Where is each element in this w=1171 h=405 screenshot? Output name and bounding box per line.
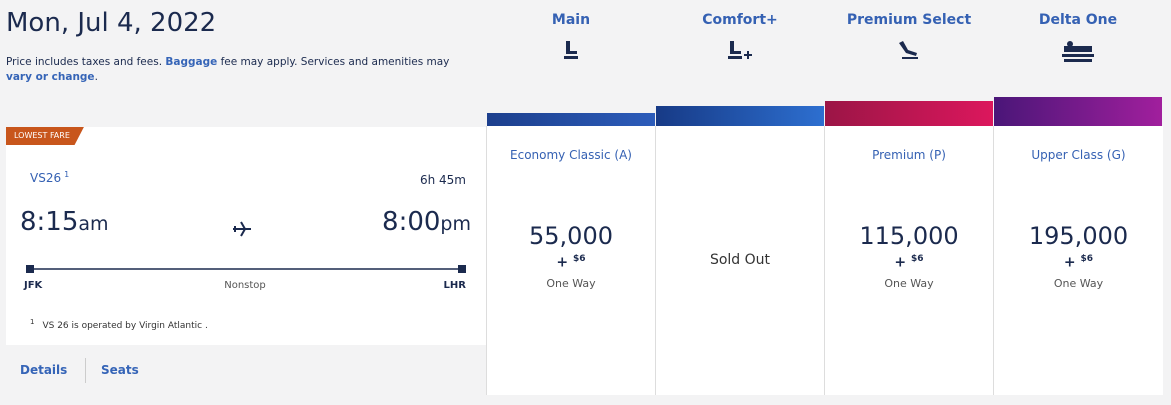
details-link[interactable]: Details [20,363,68,377]
fee: $6 [911,254,924,264]
footnote: 1 VS 26 is operated by Virgin Atlantic . [30,318,208,331]
fare-fee: + $6 [487,254,655,271]
arrive: 8:00pm [300,207,471,237]
arrive-suffix: pm [440,213,471,235]
fare-cell[interactable]: Upper Class (G) 195,000 + $6 One Way [993,126,1163,395]
plus: + [894,254,907,271]
flight-card [6,127,486,345]
origin: JFK [24,280,43,291]
duration: 6h 45m [419,173,466,187]
fare-miles: 115,000 [859,222,959,250]
sold-out: Sold Out [709,252,771,268]
plus: + [1063,254,1076,271]
cabin-bar [487,113,655,126]
seat-icon [728,41,752,59]
route-line [26,265,466,273]
price-note: Price includes taxes and fees. Baggage f… [6,55,466,85]
footnote-mark: 1 [64,170,70,179]
note-text: Price includes taxes and fees. [6,56,163,68]
fare-miles: 55,000 [529,222,613,250]
note-text: . [94,71,98,83]
plane-icon [233,221,251,237]
cabin-name: Main [551,12,591,28]
cabin-name: Premium Select [846,12,972,28]
cabin-bar [825,101,993,126]
seat-icon [1062,41,1094,62]
fare-cell[interactable]: Premium (P) 115,000 + $6 One Way [824,126,993,395]
cabin-name: Delta One [1038,12,1118,28]
stops: Nonstop [224,280,266,291]
fare-fee: + $6 [994,254,1163,271]
cabin-name: Comfort+ [702,12,778,28]
flight-number[interactable]: VS26 1 [30,170,69,185]
flight-code: VS26 [30,171,62,185]
trip-type: One Way [1053,276,1104,290]
trip-type: One Way [884,276,934,290]
cabin-header[interactable]: Main [487,12,655,62]
cabin-bar [994,97,1162,126]
footnote-text: VS 26 is operated by Virgin Atlantic . [42,321,208,331]
seats-link[interactable]: Seats [101,363,139,377]
fee: $6 [1080,254,1094,264]
trip-type: One Way [546,276,596,290]
cabin-header[interactable]: Delta One [994,12,1162,64]
fare-cell: Sold Out [655,126,824,395]
fare-cell[interactable]: Economy Classic (A) 55,000 + $6 One Way [486,126,655,395]
fare-miles: 195,000 [1028,222,1129,250]
seat-icon [899,41,918,59]
depart: 8:15am [20,207,109,237]
fare-fee: + $6 [825,254,993,271]
vary-link[interactable]: vary or change [6,71,95,83]
fee: $6 [573,254,586,264]
plus: + [556,254,569,271]
cabin-bar [656,106,824,126]
note-text: fee may apply. Services and amenities ma… [220,56,450,68]
divider [85,358,86,383]
lowest-fare-badge: LOWEST FARE [6,127,84,145]
arrive-time: 8:00 [382,207,441,237]
seat-icon [564,41,578,59]
date: Mon, Jul 4, 2022 [6,8,217,38]
baggage-link[interactable]: Baggage [165,56,218,68]
fare-class: Upper Class (G) [1031,148,1126,162]
depart-time: 8:15 [20,207,79,237]
depart-suffix: am [78,213,109,235]
footnote-mark: 1 [30,318,35,326]
fare-class: Premium (P) [872,148,946,162]
cabin-header[interactable]: Comfort+ [656,12,824,62]
destination: LHR [443,280,466,291]
cabin-header[interactable]: Premium Select [825,12,993,62]
fare-class: Economy Classic (A) [510,148,632,162]
